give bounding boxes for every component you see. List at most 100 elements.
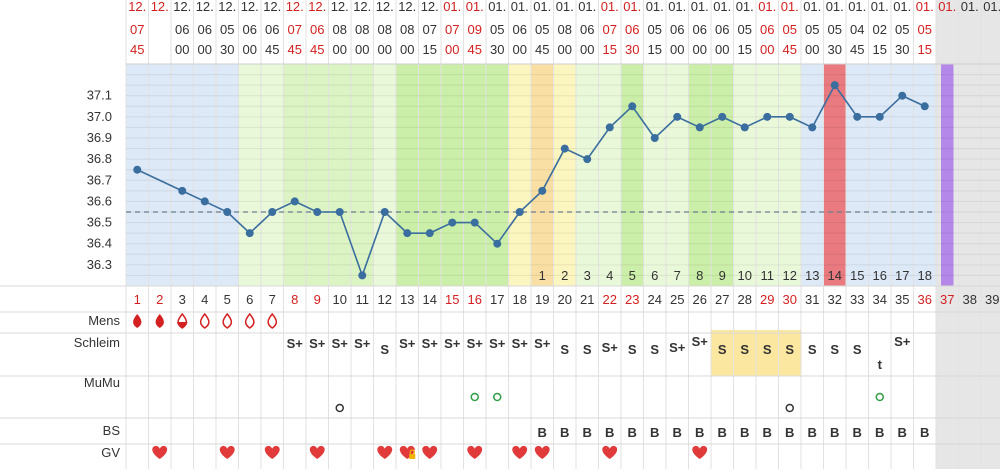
date-label: 12. (331, 0, 349, 14)
day-number: 12 (378, 292, 392, 307)
time-hour-label: 07 (423, 22, 437, 37)
schleim-value: S (830, 342, 839, 357)
time-hour-label: 06 (760, 22, 774, 37)
time-minute-label: 15 (648, 42, 662, 57)
temperature-point (875, 112, 884, 121)
time-hour-label: 05 (738, 22, 752, 37)
mumu-mark (470, 392, 479, 402)
date-label: 01. (916, 0, 934, 14)
day-number: 9 (314, 292, 321, 307)
schleim-value: S+ (332, 336, 349, 351)
day-number: 34 (873, 292, 887, 307)
time-hour-label: 06 (670, 22, 684, 37)
temperature-point (425, 229, 434, 238)
temperature-point (403, 229, 412, 238)
gv-heart-icon (219, 445, 235, 459)
gv-heart-icon (512, 445, 528, 459)
day-number: 27 (715, 292, 729, 307)
bs-value: B (763, 425, 772, 440)
schleim-value: S (650, 342, 659, 357)
date-label: 12. (241, 0, 259, 14)
bs-value: B (740, 425, 749, 440)
time-hour-label: 06 (625, 22, 639, 37)
time-minute-label: 00 (715, 42, 729, 57)
mumu-mark (335, 403, 344, 413)
day-number: 11 (356, 292, 370, 307)
date-label: 12. (196, 0, 214, 14)
temperature-point (245, 229, 254, 238)
time-hour-label: 05 (490, 22, 504, 37)
date-label: 12. (263, 0, 281, 14)
date-label: 01. (871, 0, 889, 14)
post-ovulation-number: 4 (606, 268, 613, 283)
day-number: 3 (179, 292, 186, 307)
temperature-point (335, 208, 344, 216)
time-minute-label: 00 (558, 42, 572, 57)
time-minute-label: 15 (423, 42, 437, 57)
date-label: 01. (691, 0, 709, 14)
schleim-value: S (785, 342, 794, 357)
mumu-mark (875, 392, 884, 402)
phase-band-yellow (553, 64, 576, 286)
time-minute-label: 45 (265, 42, 279, 57)
date-label: 01. (938, 0, 956, 14)
post-ovulation-number: 1 (539, 268, 546, 283)
schleim-value: S+ (489, 336, 506, 351)
time-minute-label: 00 (760, 42, 774, 57)
date-label: 12. (151, 0, 169, 14)
day-number: 23 (625, 292, 639, 307)
gv-heart-icon (467, 445, 483, 459)
post-ovulation-number: 17 (895, 268, 909, 283)
time-minute-label: 45 (310, 42, 324, 57)
day-number: 32 (828, 292, 842, 307)
mens-drop-fill (177, 322, 188, 329)
day-number: 38 (963, 292, 977, 307)
time-minute-label: 00 (513, 42, 527, 57)
y-tick-label: 36.8 (87, 151, 112, 166)
temperature-point (763, 112, 772, 121)
bs-value: B (605, 425, 614, 440)
day-number: 21 (580, 292, 594, 307)
date-label: 01. (668, 0, 686, 14)
day-number: 4 (201, 292, 208, 307)
day-number: 5 (224, 292, 231, 307)
day-number: 2 (156, 292, 163, 307)
post-ovulation-number: 10 (738, 268, 752, 283)
post-ovulation-number: 2 (561, 268, 568, 283)
day-number: 15 (445, 292, 459, 307)
day-number: 25 (670, 292, 684, 307)
day-number: 10 (333, 292, 347, 307)
mens-drop-icon (267, 312, 278, 329)
time-minute-label: 00 (355, 42, 369, 57)
gv-heart-icon (602, 445, 618, 459)
time-hour-label: 06 (513, 22, 527, 37)
day-number: 6 (246, 292, 253, 307)
day-number: 17 (490, 292, 504, 307)
bs-value: B (785, 425, 794, 440)
phase-band-yellow (508, 64, 531, 286)
day-number: 1 (134, 292, 141, 307)
y-tick-label: 37.0 (87, 109, 112, 124)
time-hour-label: 09 (468, 22, 482, 37)
day-number: 16 (468, 292, 482, 307)
time-hour-label: 02 (873, 22, 887, 37)
temperature-point (898, 91, 907, 100)
time-minute-label: 00 (175, 42, 189, 57)
schleim-value: S (853, 342, 862, 357)
date-label: 01. (961, 0, 979, 14)
schleim-value: S+ (692, 334, 709, 349)
date-label: 12. (173, 0, 191, 14)
time-hour-label: 07 (603, 22, 617, 37)
date-label: 01. (983, 0, 1000, 14)
time-hour-label: 06 (265, 22, 279, 37)
schleim-value: S (583, 342, 592, 357)
time-hour-label: 06 (715, 22, 729, 37)
time-hour-label: 07 (130, 22, 144, 37)
date-label: 01. (646, 0, 664, 14)
day-number: 26 (693, 292, 707, 307)
mens-drop-icon (222, 312, 233, 329)
temperature-point (470, 218, 479, 227)
mumu-mark (785, 403, 794, 413)
bs-value: B (650, 425, 659, 440)
